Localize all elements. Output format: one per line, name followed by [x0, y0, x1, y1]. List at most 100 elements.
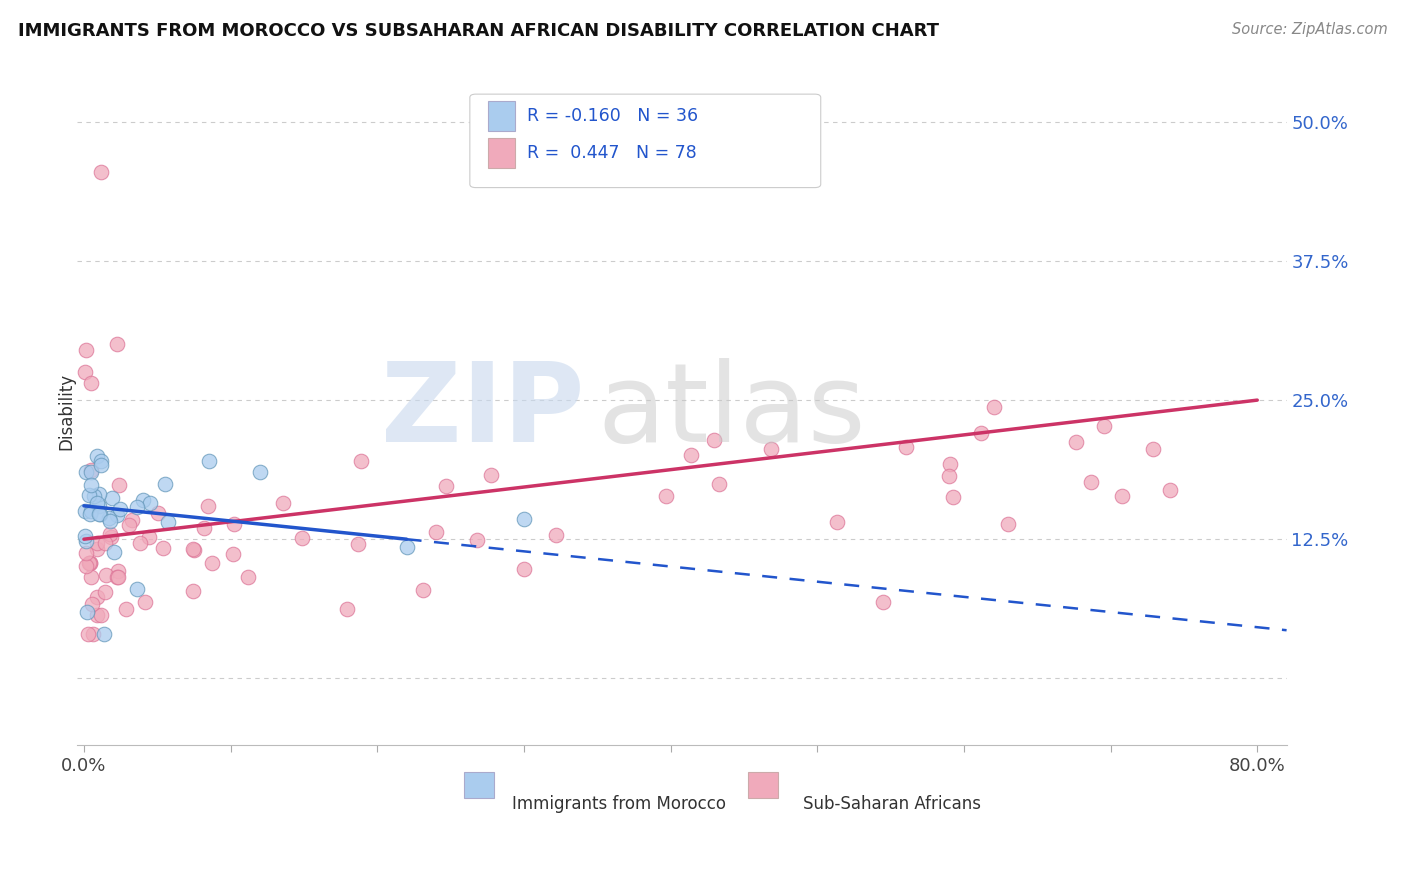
Text: R =  0.447   N = 78: R = 0.447 N = 78 — [527, 144, 696, 161]
Point — [82, 597, 104, 611]
Point — [970, 425, 993, 440]
Point — [89, 487, 111, 501]
Text: R = -0.160   N = 36: R = -0.160 N = 36 — [527, 107, 697, 125]
Point — [101, 491, 124, 505]
Point — [86, 590, 108, 604]
Point — [197, 454, 219, 468]
Point — [291, 531, 314, 545]
Point — [107, 564, 129, 578]
Point — [138, 530, 160, 544]
Point — [86, 607, 108, 622]
Point — [336, 602, 359, 616]
Point — [79, 556, 101, 570]
Point — [894, 440, 917, 454]
Point — [75, 546, 97, 560]
Point — [75, 465, 97, 479]
Point — [350, 454, 373, 468]
Point — [703, 433, 725, 447]
Point — [134, 595, 156, 609]
Point — [222, 547, 245, 561]
Point — [105, 508, 128, 523]
Point — [79, 507, 101, 521]
Text: Immigrants from Morocco: Immigrants from Morocco — [512, 795, 725, 814]
Text: IMMIGRANTS FROM MOROCCO VS SUBSAHARAN AFRICAN DISABILITY CORRELATION CHART: IMMIGRANTS FROM MOROCCO VS SUBSAHARAN AF… — [18, 22, 939, 40]
Point — [1092, 418, 1115, 433]
Point — [434, 479, 457, 493]
Point — [146, 506, 169, 520]
Point — [197, 499, 219, 513]
Point — [103, 544, 125, 558]
Point — [100, 530, 122, 544]
Point — [83, 489, 105, 503]
Point — [201, 556, 224, 570]
Point — [347, 537, 370, 551]
Point — [80, 478, 103, 492]
Point — [938, 469, 960, 483]
Point — [75, 529, 97, 543]
Point — [77, 488, 100, 502]
Point — [139, 496, 162, 510]
Point — [86, 496, 108, 510]
Point — [129, 536, 152, 550]
Point — [75, 558, 97, 573]
Point — [827, 515, 849, 529]
Point — [80, 466, 103, 480]
Point — [87, 507, 110, 521]
Point — [93, 584, 115, 599]
Point — [98, 514, 121, 528]
Point — [222, 517, 245, 532]
Point — [132, 493, 155, 508]
Point — [89, 507, 111, 521]
Point — [681, 448, 703, 462]
Point — [90, 454, 112, 468]
Point — [86, 541, 108, 556]
Point — [1159, 483, 1181, 498]
Point — [80, 504, 103, 518]
FancyBboxPatch shape — [470, 95, 821, 187]
Point — [93, 627, 115, 641]
Point — [513, 512, 536, 526]
Point — [942, 490, 965, 504]
Point — [939, 457, 962, 471]
Point — [80, 570, 103, 584]
Point — [115, 601, 138, 615]
Bar — [488, 101, 515, 131]
Point — [105, 570, 128, 584]
Point — [395, 540, 418, 554]
Bar — [488, 137, 515, 168]
Point — [654, 490, 676, 504]
Point — [97, 511, 120, 525]
Point — [181, 542, 204, 557]
Point — [121, 513, 143, 527]
Point — [512, 562, 534, 576]
Point — [76, 627, 98, 641]
Point — [183, 542, 205, 557]
Y-axis label: Disability: Disability — [58, 373, 75, 450]
Point — [1064, 435, 1087, 450]
Point — [425, 524, 447, 539]
Text: atlas: atlas — [598, 358, 865, 465]
Point — [181, 583, 204, 598]
Point — [193, 521, 215, 535]
Point — [79, 556, 101, 570]
Point — [118, 518, 141, 533]
Point — [107, 570, 129, 584]
Point — [1080, 475, 1102, 489]
Point — [76, 605, 98, 619]
Point — [82, 627, 104, 641]
Point — [75, 343, 97, 357]
Point — [90, 608, 112, 623]
Point — [96, 568, 118, 582]
Point — [997, 517, 1019, 532]
Text: ZIP: ZIP — [381, 358, 585, 465]
Point — [75, 533, 97, 548]
Point — [759, 442, 782, 457]
Point — [1111, 489, 1133, 503]
Text: Sub-Saharan Africans: Sub-Saharan Africans — [803, 795, 980, 814]
Point — [100, 527, 122, 541]
Bar — [748, 772, 779, 798]
Point — [86, 535, 108, 549]
Point — [90, 165, 112, 179]
Text: Source: ZipAtlas.com: Source: ZipAtlas.com — [1232, 22, 1388, 37]
Point — [546, 527, 568, 541]
